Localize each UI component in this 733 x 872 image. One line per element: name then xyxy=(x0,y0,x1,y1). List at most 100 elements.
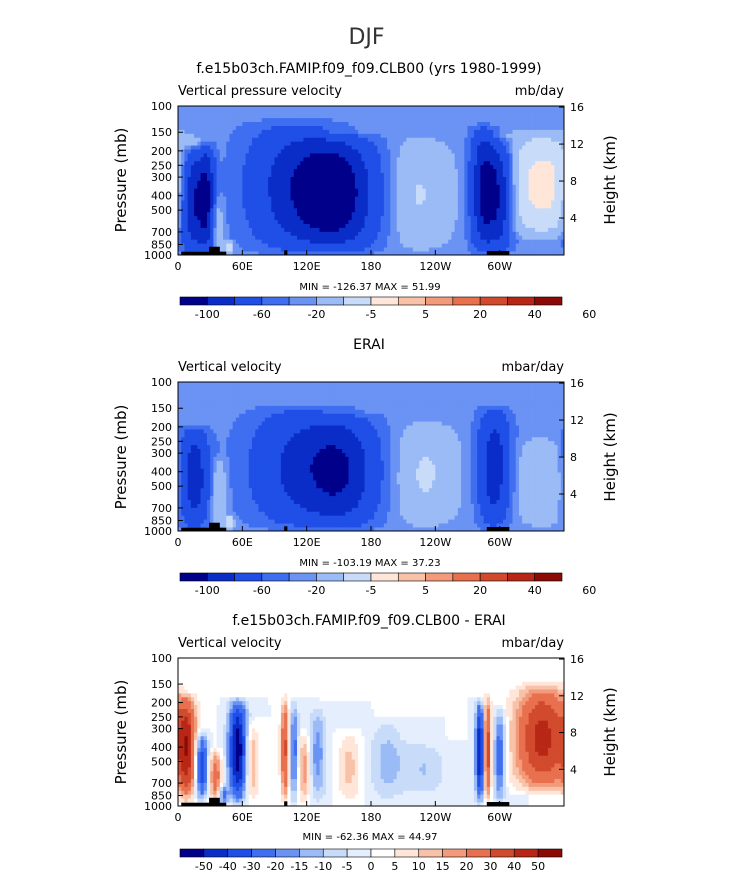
contour-cell xyxy=(280,215,285,221)
contour-cell xyxy=(448,247,452,252)
contour-cell xyxy=(547,239,552,244)
contour-cell xyxy=(181,113,185,119)
contour-cell xyxy=(541,239,546,244)
contour-cell xyxy=(457,211,462,217)
contour-cell xyxy=(280,145,285,150)
contour-cell xyxy=(316,523,320,528)
colorbar-swatch xyxy=(261,296,290,306)
contour-cell xyxy=(428,125,433,130)
contour-cell xyxy=(393,184,398,189)
contour-cell xyxy=(187,204,192,209)
contour-cell xyxy=(261,207,266,213)
contour-cell xyxy=(467,117,472,123)
contour-cell xyxy=(245,106,250,111)
contour-cell xyxy=(335,133,340,138)
contour-cell xyxy=(451,172,455,177)
contour-cell xyxy=(419,231,423,236)
contour-cell xyxy=(255,184,259,189)
contour-cell xyxy=(444,239,449,244)
contour-cell xyxy=(226,184,230,189)
contour-cell xyxy=(490,156,494,162)
contour-cell xyxy=(525,204,529,209)
contour-cell xyxy=(361,204,365,209)
contour-cell xyxy=(425,137,430,142)
contour-cell xyxy=(399,184,404,189)
contour-cell xyxy=(560,106,565,111)
contour-cell xyxy=(493,106,497,111)
contour-cell xyxy=(541,223,546,228)
contour-cell xyxy=(438,164,443,170)
contour-cell xyxy=(197,184,201,189)
contour-cell xyxy=(342,207,346,213)
contour-cell xyxy=(393,227,398,232)
contour-cell xyxy=(544,247,549,252)
contour-cell xyxy=(184,239,188,244)
contour-cell xyxy=(499,164,504,170)
contour-cell xyxy=(358,106,362,111)
contour-cell xyxy=(438,160,443,166)
contour-cell xyxy=(438,227,443,232)
contour-cell xyxy=(223,145,227,150)
contour-cell xyxy=(203,156,208,162)
contour-cell xyxy=(332,113,336,119)
contour-cell xyxy=(223,196,227,201)
contour-cell xyxy=(438,223,443,228)
contour-cell xyxy=(470,204,475,209)
contour-cell xyxy=(454,219,459,224)
contour-cell xyxy=(515,188,520,193)
contour-cell xyxy=(512,172,517,177)
contour-cell xyxy=(551,125,555,130)
contour-cell xyxy=(223,113,227,119)
contour-cell xyxy=(467,211,472,217)
contour-cell xyxy=(342,168,346,174)
contour-cell xyxy=(515,523,520,528)
contour-cell xyxy=(184,176,188,181)
contour-cell xyxy=(316,188,320,193)
contour-cell xyxy=(258,523,262,528)
contour-cell xyxy=(467,184,472,189)
contour-cell xyxy=(200,180,205,185)
contour-cell xyxy=(390,219,394,224)
contour-cell xyxy=(518,160,523,166)
contour-cell xyxy=(425,129,430,134)
contour-cell xyxy=(560,109,565,115)
contour-cell xyxy=(322,153,327,158)
contour-cell xyxy=(342,106,346,111)
colorbar-label: -100 xyxy=(195,308,220,321)
contour-cell xyxy=(428,200,433,205)
contour-cell xyxy=(313,168,317,174)
contour-cell xyxy=(531,121,536,126)
contour-cell xyxy=(454,133,459,138)
contour-cell xyxy=(242,207,246,213)
contour-cell xyxy=(477,125,481,130)
contour-cell xyxy=(290,176,295,181)
contour-cell xyxy=(261,109,266,115)
contour-cell xyxy=(210,235,214,240)
contour-cell xyxy=(509,227,513,232)
contour-cell xyxy=(428,141,433,146)
contour-cell xyxy=(309,109,314,115)
contour-cell xyxy=(515,164,520,170)
contour-cell xyxy=(229,227,234,232)
contour-cell xyxy=(194,164,198,170)
contour-cell xyxy=(557,192,562,197)
contour-cell xyxy=(348,141,353,146)
contour-cell xyxy=(470,192,475,197)
contour-cell xyxy=(451,227,455,232)
contour-cell xyxy=(509,145,513,150)
contour-cell xyxy=(403,243,407,248)
contour-cell xyxy=(219,227,224,232)
contour-cell xyxy=(245,519,250,524)
contour-cell xyxy=(490,192,494,197)
contour-cell xyxy=(216,129,221,134)
contour-cell xyxy=(477,133,481,138)
contour-cell xyxy=(477,113,481,119)
contour-cell xyxy=(506,137,510,142)
contour-cell xyxy=(390,227,394,232)
contour-cell xyxy=(277,519,282,524)
contour-cell xyxy=(364,196,369,201)
contour-cell xyxy=(396,106,401,111)
contour-cell xyxy=(486,141,491,146)
contour-cell xyxy=(428,196,433,201)
contour-cell xyxy=(190,117,195,123)
